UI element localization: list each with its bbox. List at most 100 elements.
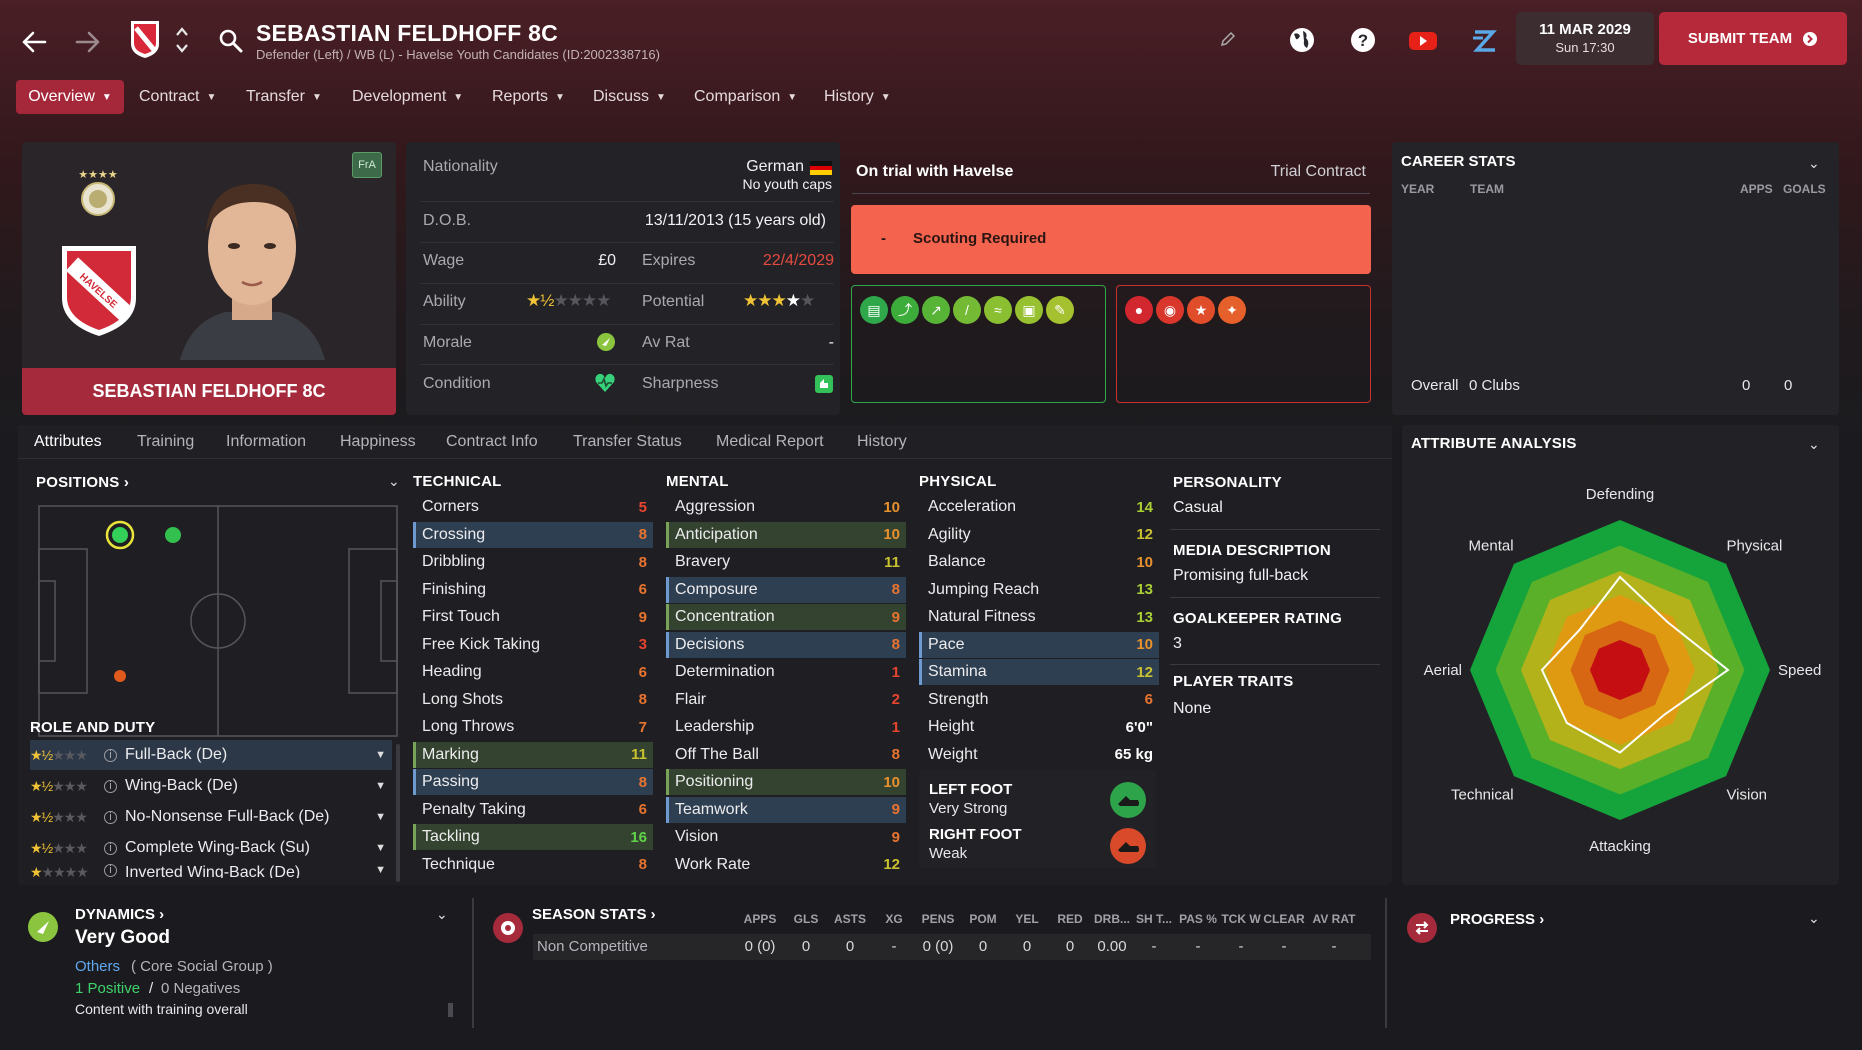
dynamics-scrollbar[interactable]	[448, 1003, 453, 1017]
attribute-row[interactable]: Stamina 12	[919, 659, 1159, 685]
tackle-icon[interactable]: ⤴	[891, 296, 919, 324]
attribute-row[interactable]: Concentration 9	[666, 604, 906, 630]
attribute-row[interactable]: Marking 11	[413, 741, 653, 768]
nav-development[interactable]: Development ▼	[352, 80, 463, 114]
season-col-header[interactable]: SH T...	[1135, 912, 1172, 926]
chevron-down-icon[interactable]: ▼	[375, 749, 386, 761]
tab-transfer-status[interactable]: Transfer Status	[573, 433, 682, 450]
attribute-row[interactable]: Leadership 1	[666, 714, 906, 740]
roles-scrollbar[interactable]	[396, 744, 400, 882]
wings-icon[interactable]: ≈	[984, 296, 1012, 324]
attribute-row[interactable]: Decisions 8	[666, 631, 906, 658]
attribute-row[interactable]: Passing 8	[413, 769, 653, 795]
head-icon[interactable]: ●	[1125, 296, 1153, 324]
attribute-row[interactable]: Flair 2	[666, 687, 906, 713]
attribute-row[interactable]: Corners 5	[413, 494, 653, 520]
tab-contract-info[interactable]: Contract Info	[446, 433, 538, 450]
nav-transfer[interactable]: Transfer ▼	[246, 80, 322, 114]
clipboard-icon[interactable]: ✎	[1046, 296, 1074, 324]
info-icon[interactable]: i	[104, 810, 117, 824]
attribute-row[interactable]: Free Kick Taking 3	[413, 632, 653, 658]
chevron-down-icon[interactable]: ▼	[375, 811, 386, 823]
attribute-row[interactable]: Natural Fitness 13	[919, 604, 1159, 630]
attribute-row[interactable]: Balance 10	[919, 549, 1159, 575]
attribute-row[interactable]: Bravery 11	[666, 549, 906, 575]
tab-attributes[interactable]: Attributes	[34, 433, 102, 450]
chevron-down-icon[interactable]: ⌄	[1808, 910, 1820, 926]
nav-reports[interactable]: Reports ▼	[492, 80, 565, 114]
attribute-row[interactable]: Jumping Reach 13	[919, 577, 1159, 603]
attribute-row[interactable]: Agility 12	[919, 522, 1159, 548]
attribute-row[interactable]: Long Throws 7	[413, 714, 653, 740]
season-col-header[interactable]: GLS	[793, 912, 819, 926]
submit-team-button[interactable]: SUBMIT TEAM	[1659, 12, 1847, 65]
tab-history[interactable]: History	[857, 433, 907, 450]
tab-happiness[interactable]: Happiness	[340, 433, 416, 450]
attribute-row[interactable]: Technique 8	[413, 852, 653, 878]
attribute-row[interactable]: Determination 1	[666, 659, 906, 685]
nav-discuss[interactable]: Discuss ▼	[593, 80, 666, 114]
attribute-row[interactable]: Tackling 16	[413, 824, 653, 850]
head-search-icon[interactable]: ◉	[1156, 296, 1184, 324]
social-group-link[interactable]: Others	[75, 958, 121, 975]
attribute-row[interactable]: Height 6'0"	[919, 714, 1159, 740]
attribute-row[interactable]: Long Shots 8	[413, 687, 653, 713]
season-col-header[interactable]: XG	[885, 912, 903, 926]
globe-icon[interactable]	[1288, 26, 1316, 54]
attribute-row[interactable]: Anticipation 10	[666, 521, 906, 548]
role-row[interactable]: ★½★★★ i Full-Back (De) ▼	[30, 740, 392, 770]
search-icon[interactable]	[218, 28, 244, 54]
negatives-count[interactable]: 0 Negatives	[161, 980, 241, 997]
dynamics-title[interactable]: DYNAMICS ›	[75, 906, 165, 923]
tab-information[interactable]: Information	[226, 433, 307, 450]
chevron-down-icon[interactable]: ⌄	[436, 906, 448, 922]
attribute-row[interactable]: Aggression 10	[666, 494, 906, 520]
season-col-header[interactable]: YEL	[1015, 912, 1039, 926]
season-col-header[interactable]: RED	[1057, 912, 1083, 926]
season-col-header[interactable]: PENS	[921, 912, 955, 926]
season-col-header[interactable]: APPS	[743, 912, 777, 926]
attribute-row[interactable]: First Touch 9	[413, 604, 653, 630]
attribute-row[interactable]: Off The Ball 8	[666, 742, 906, 768]
attribute-row[interactable]: Composure 8	[666, 576, 906, 603]
back-arrow-icon[interactable]	[18, 26, 50, 58]
positions-title[interactable]: POSITIONS ›	[36, 474, 130, 491]
help-icon[interactable]: ?	[1349, 26, 1377, 54]
attribute-row[interactable]: Weight 65 kg	[919, 742, 1159, 768]
season-col-header[interactable]: PAS %	[1179, 912, 1217, 926]
growth-icon[interactable]: ↗	[922, 296, 950, 324]
role-row[interactable]: ★½★★★ i No-Nonsense Full-Back (De) ▼	[30, 802, 392, 832]
season-col-header[interactable]: ASTS	[833, 912, 866, 926]
attribute-row[interactable]: Dribbling 8	[413, 549, 653, 575]
season-col-header[interactable]: TCK W	[1221, 912, 1261, 926]
role-row[interactable]: ★½★★★ i Complete Wing-Back (Su) ▼	[30, 833, 392, 863]
progress-title[interactable]: PROGRESS ›	[1450, 911, 1545, 928]
season-col-header[interactable]: AV RAT	[1312, 912, 1356, 926]
player-switch-chevrons-icon[interactable]	[174, 24, 190, 56]
nav-history[interactable]: History ▼	[824, 80, 891, 114]
role-row[interactable]: ★½★★★ i Wing-Back (De) ▼	[30, 771, 392, 801]
attribute-row[interactable]: Penalty Taking 6	[413, 797, 653, 823]
chevron-down-icon[interactable]: ⌄	[1808, 436, 1820, 452]
zendesk-z-icon[interactable]	[1469, 26, 1499, 56]
attribute-row[interactable]: Heading 6	[413, 659, 653, 685]
chevron-down-icon[interactable]: ▼	[375, 780, 386, 792]
season-col-header[interactable]: POM	[969, 912, 997, 926]
season-stats-title[interactable]: SEASON STATS ›	[532, 906, 656, 923]
season-col-header[interactable]: DRB...	[1094, 912, 1130, 926]
pitch-icon[interactable]: ▣	[1015, 296, 1043, 324]
season-col-header[interactable]: CLEAR	[1263, 912, 1305, 926]
bolt-icon[interactable]: ✦	[1218, 296, 1246, 324]
scouting-required-banner[interactable]: - Scouting Required	[851, 205, 1371, 274]
info-icon[interactable]: i	[104, 864, 117, 877]
star-icon[interactable]: ★	[1187, 296, 1215, 324]
info-icon[interactable]: i	[104, 748, 117, 762]
youtube-icon[interactable]	[1406, 28, 1440, 54]
chevron-down-icon[interactable]: ⌄	[388, 473, 400, 489]
training-icon[interactable]: ▤	[860, 296, 888, 324]
attribute-row[interactable]: Positioning 10	[666, 769, 906, 795]
attribute-row[interactable]: Crossing 8	[413, 521, 653, 548]
info-icon[interactable]: i	[104, 779, 117, 793]
chevron-down-icon[interactable]: ▼	[375, 864, 386, 876]
role-row[interactable]: ★★★★★ i Inverted Wing-Back (De) ▼	[30, 864, 392, 878]
